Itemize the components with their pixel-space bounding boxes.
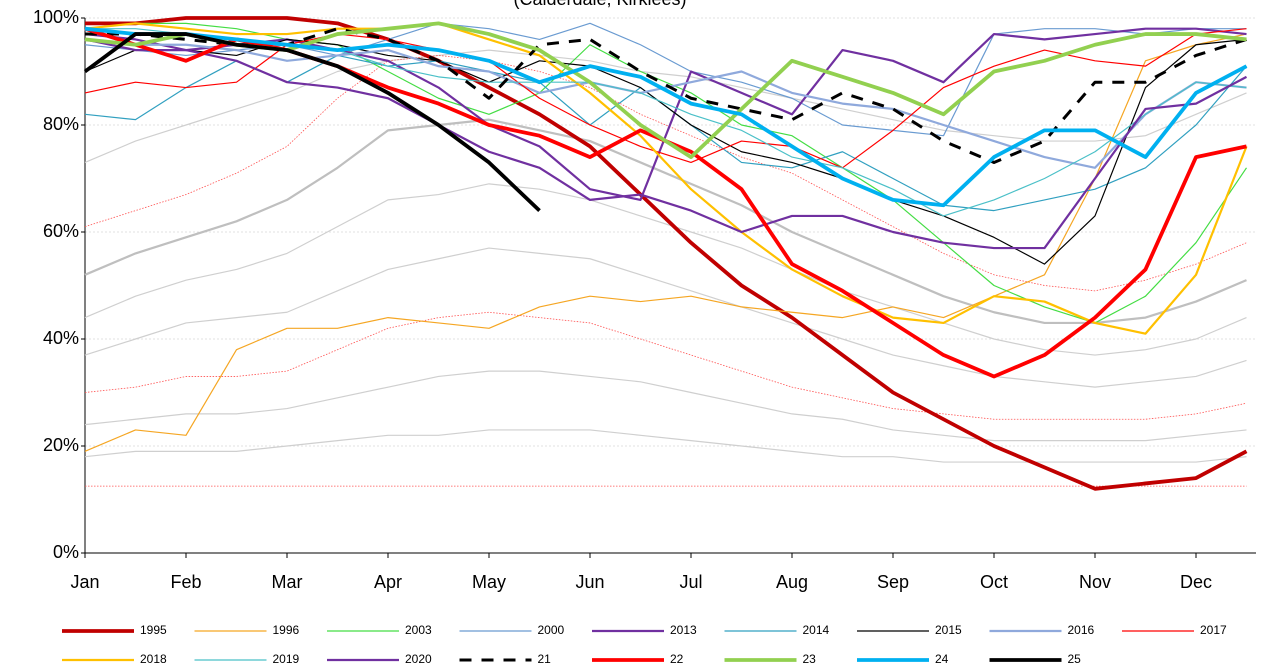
- y-tick-label: 40%: [43, 328, 79, 348]
- reference-line: [84, 247, 1247, 388]
- x-tick-label: Apr: [374, 572, 402, 592]
- legend-label: 2018: [140, 652, 167, 666]
- reference-line: [84, 429, 1247, 463]
- y-tick-label: 100%: [33, 7, 79, 27]
- legend-label: 2020: [405, 652, 432, 666]
- chart-title: (Calderdale, Kirklees): [513, 0, 686, 9]
- reference-line: [84, 370, 1247, 442]
- series-line: [84, 22, 1247, 324]
- x-tick-label: May: [472, 572, 506, 592]
- x-tick-label: Dec: [1180, 572, 1212, 592]
- reference-line: [84, 55, 1247, 292]
- series-line: [85, 28, 1247, 217]
- series-line: [84, 38, 1247, 265]
- legend-label: 2016: [1068, 623, 1095, 637]
- series-line: [85, 16, 1248, 491]
- x-tick-label: Jul: [679, 572, 702, 592]
- legend-label: 2017: [1200, 623, 1227, 637]
- x-tick-label: Feb: [170, 572, 201, 592]
- series-line: [84, 28, 1247, 169]
- x-tick-label: Mar: [272, 572, 303, 592]
- legend-label: 2013: [670, 623, 697, 637]
- y-tick-label: 80%: [43, 114, 79, 134]
- legend-label: 1996: [273, 623, 300, 637]
- legend-label: 25: [1068, 652, 1082, 666]
- series-line: [84, 22, 1248, 335]
- legend-label: 1995: [140, 623, 167, 637]
- x-tick-label: Aug: [776, 572, 808, 592]
- x-tick-label: Nov: [1079, 572, 1111, 592]
- legend-label: 2019: [273, 652, 300, 666]
- reference-line: [84, 118, 1247, 325]
- series-line: [84, 38, 1247, 169]
- legend-label: 21: [538, 652, 552, 666]
- x-tick-label: Sep: [877, 572, 909, 592]
- y-tick-label: 0%: [53, 542, 79, 562]
- y-tick-label: 60%: [43, 221, 79, 241]
- x-tick-label: Oct: [980, 572, 1008, 592]
- series-line: [84, 27, 1247, 201]
- legend-label: 2015: [935, 623, 962, 637]
- y-tick-label: 20%: [43, 435, 79, 455]
- legend-label: 23: [803, 652, 817, 666]
- series-line: [84, 26, 1248, 208]
- x-tick-label: Jan: [70, 572, 99, 592]
- series-line: [84, 38, 1248, 250]
- legend-label: 22: [670, 652, 684, 666]
- reference-line: [84, 311, 1247, 420]
- legend-label: 2003: [405, 623, 432, 637]
- legend-label: 2014: [803, 623, 830, 637]
- reference-line: [84, 49, 1247, 164]
- legend-label: 2000: [538, 623, 565, 637]
- x-tick-label: Jun: [575, 572, 604, 592]
- series-line: [83, 32, 541, 212]
- series-line: [84, 33, 1247, 452]
- legend-label: 24: [935, 652, 949, 666]
